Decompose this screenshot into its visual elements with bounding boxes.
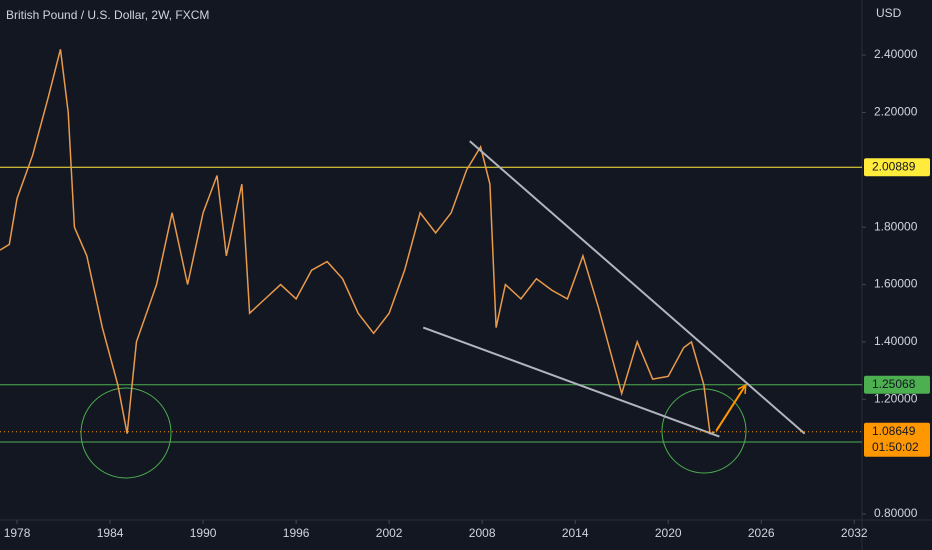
y-tick-label: 1.40000 [874,334,918,348]
x-tick-label: 1996 [283,526,310,540]
y-tick-label: 1.20000 [874,391,918,405]
countdown: 01:50:02 [872,440,919,454]
axis-label: USD [876,6,902,20]
price-line [0,49,715,435]
price-label: 2.00889 [872,159,916,173]
y-tick-label: 0.80000 [874,506,918,520]
y-tick-label: 1.60000 [874,277,918,291]
x-tick-label: 2020 [655,526,682,540]
x-tick-label: 2002 [376,526,403,540]
x-tick-label: 1978 [4,526,31,540]
trendline [715,384,747,432]
x-tick-label: 2026 [748,526,775,540]
y-tick-label: 2.40000 [874,47,918,61]
arrow-head [737,383,747,394]
highlight-circle [80,387,172,479]
price-label: 1.08649 [872,424,916,438]
x-tick-label: 2008 [469,526,496,540]
chart-title: British Pound / U.S. Dollar, 2W, FXCM [6,8,209,22]
price-label-box [864,375,930,394]
price-label: 1.25068 [872,377,916,391]
price-label-box [864,158,930,177]
x-tick-label: 2014 [562,526,589,540]
x-tick-label: 2032 [841,526,868,540]
y-tick-label: 1.80000 [874,219,918,233]
trendline [469,140,806,435]
trendline [422,326,720,438]
y-tick-label: 2.20000 [874,105,918,119]
price-label-box [864,422,930,457]
x-tick-label: 1984 [97,526,124,540]
x-tick-label: 1990 [190,526,217,540]
